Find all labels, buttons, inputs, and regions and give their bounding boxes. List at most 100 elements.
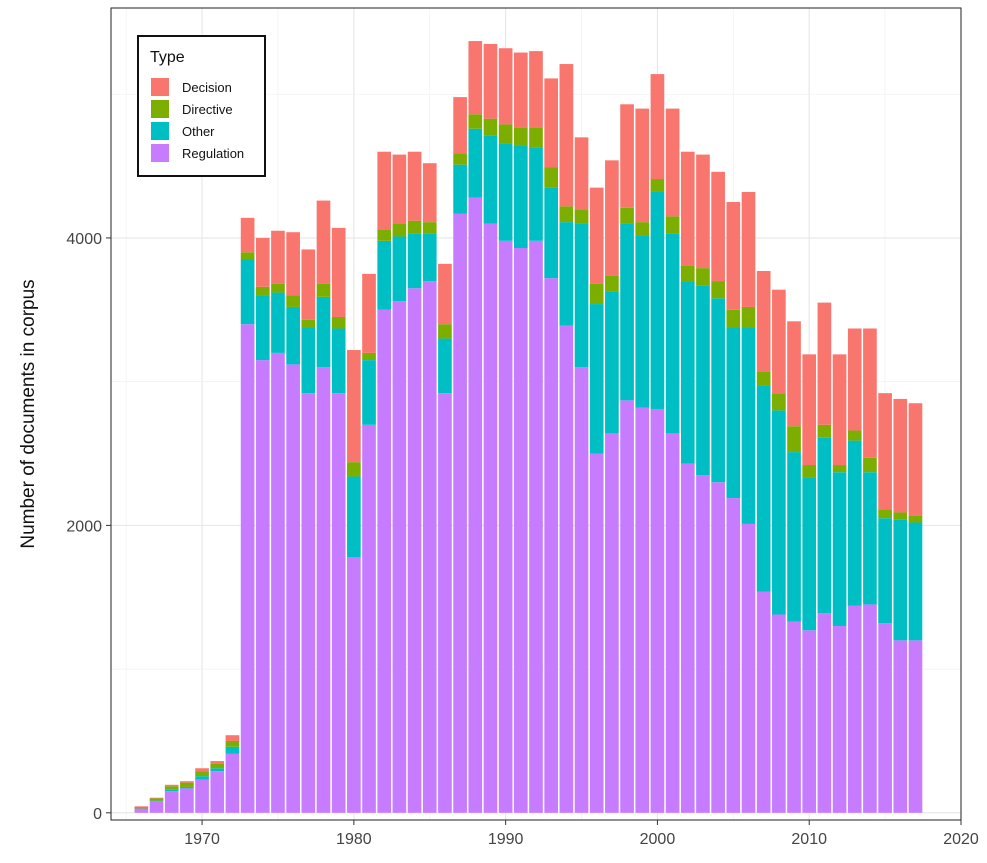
bar-segment-regulation-2003	[696, 475, 710, 813]
x-axis: 1970 1980 1990 2000 2010 2020	[184, 820, 979, 848]
bar-segment-decision-1995	[574, 137, 589, 210]
bar-segment-other-1973	[240, 259, 255, 325]
bar-segment-other-1982	[377, 240, 392, 310]
bar-segment-regulation-1997	[605, 433, 619, 813]
bar-segment-decision-1985	[422, 163, 437, 223]
bar-segment-regulation-1976	[286, 364, 300, 813]
bar-segment-directive-1989	[483, 118, 498, 136]
bar-segment-directive-2012	[832, 465, 847, 473]
bar-segment-decision-2005	[726, 202, 741, 310]
bar-segment-directive-2009	[787, 426, 801, 453]
bar-segment-directive-2006	[741, 306, 756, 328]
x-tick-label: 2010	[791, 831, 827, 848]
plot-border	[110, 7, 962, 821]
bar-segment-directive-1983	[392, 223, 407, 237]
bar-segment-decision-1980	[347, 350, 361, 463]
bar-segment-regulation-1988	[468, 197, 483, 813]
x-tick-label: 1970	[184, 831, 220, 848]
bar-segment-regulation-2013	[847, 605, 862, 813]
bar-segment-decision-1970	[195, 768, 209, 772]
bar-segment-regulation-2011	[817, 613, 832, 813]
bar-segment-other-1978	[316, 296, 331, 368]
bar-segment-decision-1968	[164, 784, 179, 787]
bar-segment-regulation-1998	[620, 400, 634, 813]
bar-segment-decision-2004	[711, 171, 725, 282]
legend-items: Decision Directive Other Regulation	[151, 78, 244, 162]
legend: Type Decision Directive Other Regulation	[137, 35, 266, 177]
bar-segment-regulation-2010	[802, 630, 817, 813]
x-tick-label: 2020	[943, 831, 979, 848]
bar-segment-regulation-1994	[559, 325, 574, 813]
bar-segment-decision-1994	[559, 64, 574, 207]
bar-segment-other-1988	[468, 128, 483, 198]
bar-segment-decision-1973	[240, 217, 255, 253]
bar-segment-decision-2013	[847, 328, 862, 431]
bar-segment-directive-1978	[316, 283, 331, 297]
bar-segment-decision-1979	[331, 227, 346, 317]
bar-segment-decision-1978	[316, 200, 331, 284]
bar-segment-directive-1985	[422, 222, 437, 234]
bar-segment-other-2013	[847, 440, 862, 606]
bar-segment-regulation-2006	[741, 523, 756, 813]
bar-segment-decision-2012	[832, 354, 847, 466]
bar-segment-other-1969	[180, 786, 194, 789]
bar-segment-decision-2016	[893, 398, 908, 513]
bar-segment-decision-1991	[513, 52, 528, 128]
bar-segment-regulation-1980	[347, 556, 361, 813]
bar-segment-decision-1998	[620, 104, 634, 208]
legend-label-other: Other	[182, 124, 215, 139]
bar-segment-other-1998	[620, 223, 634, 401]
bar-segment-directive-1971	[210, 763, 225, 769]
bar-segment-directive-2003	[696, 268, 710, 286]
x-tick-label: 1980	[336, 831, 372, 848]
bar-segment-other-2008	[772, 410, 786, 615]
bar-segment-regulation-1969	[180, 788, 194, 813]
bar-segment-other-1967	[149, 800, 164, 802]
bar-segment-directive-2011	[817, 424, 832, 438]
bar-segment-directive-2001	[665, 216, 680, 234]
bar-segment-other-2009	[787, 452, 801, 622]
bar-segment-other-1993	[544, 187, 559, 279]
y-tick-label: 0	[93, 806, 102, 823]
bar-segment-regulation-1967	[149, 801, 164, 813]
bar-segment-regulation-2001	[665, 433, 680, 813]
bar-segment-directive-1995	[574, 209, 589, 224]
bar-segment-decision-1988	[468, 41, 483, 115]
bar-segment-decision-1969	[180, 781, 194, 783]
bar-segment-other-1975	[271, 292, 285, 353]
bar-segment-decision-1987	[453, 97, 467, 154]
bar-segment-decision-1975	[271, 230, 285, 284]
bar-segment-other-1972	[225, 746, 240, 754]
bar-segment-directive-1991	[513, 127, 528, 146]
bar-segment-decision-1989	[483, 43, 498, 119]
bar-segment-decision-2009	[787, 321, 801, 427]
bar-segment-regulation-1968	[164, 791, 179, 813]
bar-segment-regulation-2014	[863, 604, 877, 813]
bar-segment-directive-2016	[893, 512, 908, 520]
bar-segment-decision-1981	[362, 273, 376, 353]
bar-segment-regulation-1973	[240, 324, 255, 813]
bar-segment-other-1970	[195, 776, 209, 780]
bar-segment-directive-1993	[544, 167, 559, 188]
bar-segment-directive-2004	[711, 281, 725, 299]
bar-segment-directive-1984	[407, 220, 422, 234]
bar-segment-decision-2007	[756, 271, 771, 372]
bar-segment-directive-1972	[225, 740, 240, 747]
bar-segment-directive-1986	[438, 324, 452, 339]
bar-segment-decision-1974	[255, 237, 270, 287]
bar-segment-decision-2003	[696, 154, 710, 269]
bar-segment-regulation-1971	[210, 771, 225, 813]
bar-segment-regulation-1970	[195, 779, 209, 813]
bar-segment-decision-1996	[589, 187, 604, 284]
bar-segment-decision-1997	[605, 160, 619, 276]
bar-segment-regulation-1989	[483, 223, 498, 813]
bar-segment-decision-1971	[210, 761, 225, 764]
bar-segment-other-2015	[878, 518, 892, 624]
bar-segment-decision-1990	[498, 48, 513, 125]
x-tick-label: 2000	[640, 831, 676, 848]
bar-segment-decision-1976	[286, 232, 300, 296]
bar-segment-regulation-2012	[832, 625, 847, 813]
bar-segment-decision-1972	[225, 735, 240, 741]
bar-segment-decision-1967	[149, 797, 164, 799]
